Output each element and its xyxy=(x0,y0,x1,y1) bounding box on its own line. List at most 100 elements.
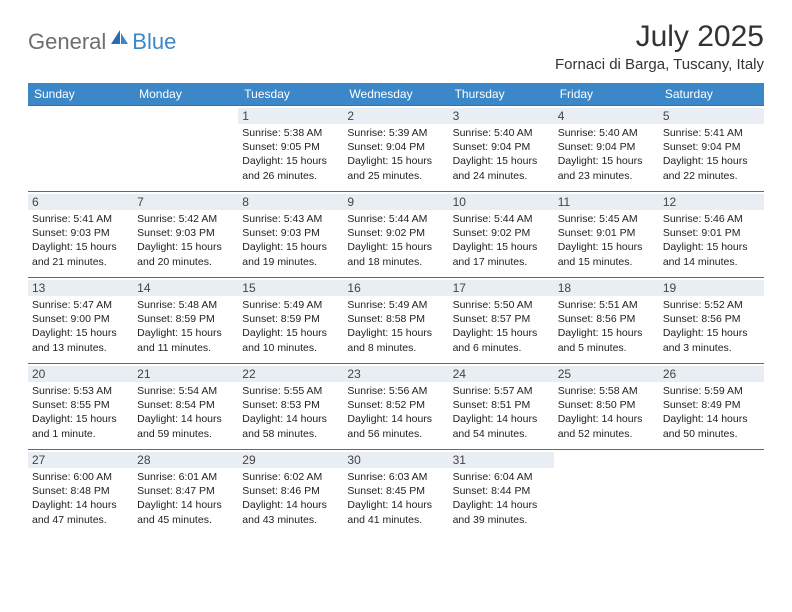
day-number: 17 xyxy=(449,280,554,296)
day-number: 6 xyxy=(28,194,133,210)
calendar-day-cell: 8 Sunrise: 5:43 AMSunset: 9:03 PMDaylight… xyxy=(238,192,343,278)
calendar-day-cell: 1 Sunrise: 5:38 AMSunset: 9:05 PMDaylight… xyxy=(238,106,343,192)
day-info: Sunrise: 5:39 AMSunset: 9:04 PMDaylight:… xyxy=(347,126,444,183)
day-number: 19 xyxy=(659,280,764,296)
calendar-day-cell: 22 Sunrise: 5:55 AMSunset: 8:53 PMDayligh… xyxy=(238,364,343,450)
calendar-day-cell: 11Sunrise: 5:45 AMSunset: 9:01 PMDayligh… xyxy=(554,192,659,278)
weekday-header: Wednesday xyxy=(343,83,448,106)
calendar-day-cell: 14 Sunrise: 5:48 AMSunset: 8:59 PMDayligh… xyxy=(133,278,238,364)
day-number: 21 xyxy=(133,366,238,382)
calendar-day-cell: 25 Sunrise: 5:58 AMSunset: 8:50 PMDayligh… xyxy=(554,364,659,450)
month-title: July 2025 xyxy=(555,20,764,54)
day-number: 5 xyxy=(659,108,764,124)
logo: General Blue xyxy=(28,20,176,55)
day-number: 3 xyxy=(449,108,554,124)
day-number: 28 xyxy=(133,452,238,468)
day-number: 7 xyxy=(133,194,238,210)
day-info: Sunrise: 6:01 AMSunset: 8:47 PMDaylight:… xyxy=(137,470,234,527)
day-number: 27 xyxy=(28,452,133,468)
calendar-day-cell: 10 Sunrise: 5:44 AMSunset: 9:02 PMDayligh… xyxy=(449,192,554,278)
page-header: General Blue July 2025 Fornaci di Barga,… xyxy=(28,20,764,73)
day-number: 10 xyxy=(449,194,554,210)
calendar-day-cell: 16Sunrise: 5:49 AMSunset: 8:58 PMDayligh… xyxy=(343,278,448,364)
calendar-day-cell: 24Sunrise: 5:57 AMSunset: 8:51 PMDayligh… xyxy=(449,364,554,450)
day-info: Sunrise: 5:47 AMSunset: 9:00 PMDaylight:… xyxy=(32,298,129,355)
day-number: 24 xyxy=(449,366,554,382)
day-number: 31 xyxy=(449,452,554,468)
day-info: Sunrise: 5:41 AMSunset: 9:03 PMDaylight:… xyxy=(32,212,129,269)
day-number: 9 xyxy=(343,194,448,210)
day-number: 4 xyxy=(554,108,659,124)
weekday-header: Friday xyxy=(554,83,659,106)
calendar-day-cell: 20Sunrise: 5:53 AMSunset: 8:55 PMDayligh… xyxy=(28,364,133,450)
day-info: Sunrise: 5:48 AMSunset: 8:59 PMDaylight:… xyxy=(137,298,234,355)
weekday-header: Monday xyxy=(133,83,238,106)
day-number: 26 xyxy=(659,366,764,382)
weekday-header: Sunday xyxy=(28,83,133,106)
day-number: 15 xyxy=(238,280,343,296)
day-number: 22 xyxy=(238,366,343,382)
day-number: 20 xyxy=(28,366,133,382)
calendar-week-row: 6 Sunrise: 5:41 AMSunset: 9:03 PMDaylight… xyxy=(28,192,764,278)
calendar-day-cell xyxy=(554,450,659,536)
day-number: 2 xyxy=(343,108,448,124)
calendar-day-cell: 18Sunrise: 5:51 AMSunset: 8:56 PMDayligh… xyxy=(554,278,659,364)
weekday-header-row: Sunday Monday Tuesday Wednesday Thursday… xyxy=(28,83,764,106)
day-info: Sunrise: 5:59 AMSunset: 8:49 PMDaylight:… xyxy=(663,384,760,441)
calendar-day-cell: 27 Sunrise: 6:00 AMSunset: 8:48 PMDayligh… xyxy=(28,450,133,536)
calendar-week-row: 13 Sunrise: 5:47 AMSunset: 9:00 PMDayligh… xyxy=(28,278,764,364)
calendar-day-cell: 12Sunrise: 5:46 AMSunset: 9:01 PMDayligh… xyxy=(659,192,764,278)
calendar-day-cell: 31 Sunrise: 6:04 AMSunset: 8:44 PMDayligh… xyxy=(449,450,554,536)
calendar-day-cell xyxy=(28,106,133,192)
day-number: 29 xyxy=(238,452,343,468)
day-number: 13 xyxy=(28,280,133,296)
calendar-day-cell: 28 Sunrise: 6:01 AMSunset: 8:47 PMDayligh… xyxy=(133,450,238,536)
calendar-day-cell: 21 Sunrise: 5:54 AMSunset: 8:54 PMDayligh… xyxy=(133,364,238,450)
day-number: 12 xyxy=(659,194,764,210)
calendar-body: 1 Sunrise: 5:38 AMSunset: 9:05 PMDaylight… xyxy=(28,106,764,536)
day-info: Sunrise: 5:43 AMSunset: 9:03 PMDaylight:… xyxy=(242,212,339,269)
day-info: Sunrise: 5:40 AMSunset: 9:04 PMDaylight:… xyxy=(558,126,655,183)
day-info: Sunrise: 6:02 AMSunset: 8:46 PMDaylight:… xyxy=(242,470,339,527)
calendar-day-cell xyxy=(659,450,764,536)
day-number: 8 xyxy=(238,194,343,210)
weekday-header: Tuesday xyxy=(238,83,343,106)
day-info: Sunrise: 5:54 AMSunset: 8:54 PMDaylight:… xyxy=(137,384,234,441)
day-info: Sunrise: 5:40 AMSunset: 9:04 PMDaylight:… xyxy=(453,126,550,183)
day-number: 18 xyxy=(554,280,659,296)
calendar-week-row: 20Sunrise: 5:53 AMSunset: 8:55 PMDayligh… xyxy=(28,364,764,450)
day-info: Sunrise: 5:41 AMSunset: 9:04 PMDaylight:… xyxy=(663,126,760,183)
title-block: July 2025 Fornaci di Barga, Tuscany, Ita… xyxy=(555,20,764,73)
logo-sail-icon xyxy=(109,28,129,51)
weekday-header: Saturday xyxy=(659,83,764,106)
day-info: Sunrise: 6:04 AMSunset: 8:44 PMDaylight:… xyxy=(453,470,550,527)
day-info: Sunrise: 6:00 AMSunset: 8:48 PMDaylight:… xyxy=(32,470,129,527)
day-number: 30 xyxy=(343,452,448,468)
calendar-day-cell xyxy=(133,106,238,192)
day-info: Sunrise: 5:50 AMSunset: 8:57 PMDaylight:… xyxy=(453,298,550,355)
logo-text-blue: Blue xyxy=(132,29,176,55)
day-info: Sunrise: 5:56 AMSunset: 8:52 PMDaylight:… xyxy=(347,384,444,441)
calendar-day-cell: 30Sunrise: 6:03 AMSunset: 8:45 PMDayligh… xyxy=(343,450,448,536)
day-info: Sunrise: 5:49 AMSunset: 8:58 PMDaylight:… xyxy=(347,298,444,355)
day-number: 23 xyxy=(343,366,448,382)
calendar-day-cell: 7 Sunrise: 5:42 AMSunset: 9:03 PMDaylight… xyxy=(133,192,238,278)
day-info: Sunrise: 5:58 AMSunset: 8:50 PMDaylight:… xyxy=(558,384,655,441)
location-text: Fornaci di Barga, Tuscany, Italy xyxy=(555,56,764,73)
calendar-day-cell: 9Sunrise: 5:44 AMSunset: 9:02 PMDaylight… xyxy=(343,192,448,278)
calendar-day-cell: 15Sunrise: 5:49 AMSunset: 8:59 PMDayligh… xyxy=(238,278,343,364)
day-number: 1 xyxy=(238,108,343,124)
day-number: 25 xyxy=(554,366,659,382)
calendar-day-cell: 5 Sunrise: 5:41 AMSunset: 9:04 PMDaylight… xyxy=(659,106,764,192)
day-info: Sunrise: 5:52 AMSunset: 8:56 PMDaylight:… xyxy=(663,298,760,355)
calendar-day-cell: 23 Sunrise: 5:56 AMSunset: 8:52 PMDayligh… xyxy=(343,364,448,450)
day-info: Sunrise: 5:55 AMSunset: 8:53 PMDaylight:… xyxy=(242,384,339,441)
day-info: Sunrise: 5:38 AMSunset: 9:05 PMDaylight:… xyxy=(242,126,339,183)
day-number: 14 xyxy=(133,280,238,296)
calendar-day-cell: 29 Sunrise: 6:02 AMSunset: 8:46 PMDayligh… xyxy=(238,450,343,536)
calendar-day-cell: 26 Sunrise: 5:59 AMSunset: 8:49 PMDayligh… xyxy=(659,364,764,450)
calendar-day-cell: 4 Sunrise: 5:40 AMSunset: 9:04 PMDaylight… xyxy=(554,106,659,192)
day-info: Sunrise: 5:44 AMSunset: 9:02 PMDaylight:… xyxy=(453,212,550,269)
day-number: 11 xyxy=(554,194,659,210)
day-info: Sunrise: 5:42 AMSunset: 9:03 PMDaylight:… xyxy=(137,212,234,269)
